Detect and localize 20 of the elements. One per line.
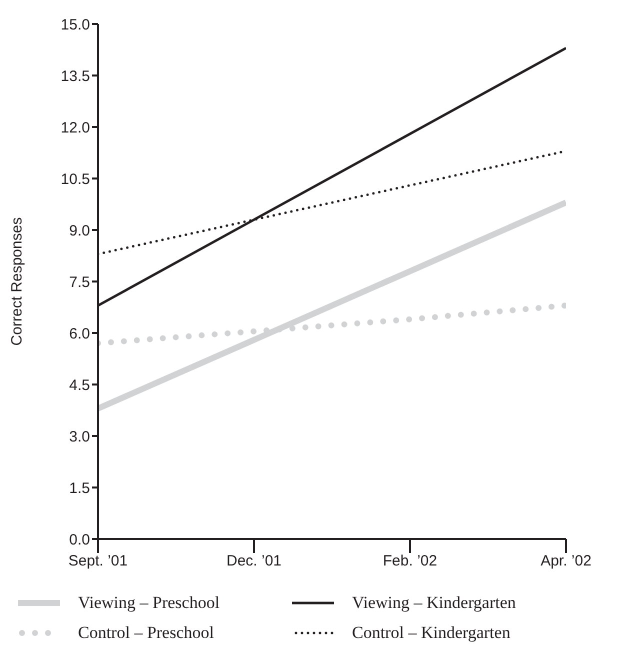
y-tick-label: 13.5 <box>60 68 90 85</box>
legend-label: Control – Kindergarten <box>352 623 510 643</box>
y-tick-label: 4.5 <box>69 376 90 394</box>
y-tick-label: 12.0 <box>60 119 90 136</box>
y-tick-label: 1.5 <box>69 480 90 497</box>
y-tick-label: 9.0 <box>69 222 90 240</box>
x-tick-label: Dec. ’01 <box>226 552 282 570</box>
y-axis-title: Correct Responses <box>8 217 26 346</box>
y-tick-label: 10.5 <box>60 170 90 188</box>
x-tick-label: Feb. ’02 <box>382 552 438 570</box>
y-tick-label: 15.0 <box>60 16 90 34</box>
legend-label: Control – Preschool <box>78 623 214 643</box>
legend-label: Viewing – Kindergarten <box>352 593 516 613</box>
y-tick-label: 0.0 <box>69 531 90 548</box>
x-tick-label: Sept. ’01 <box>68 552 128 570</box>
y-tick-label: 6.0 <box>69 325 90 342</box>
y-tick-label: 7.5 <box>69 274 90 291</box>
x-tick-label: Apr. ’02 <box>540 552 592 570</box>
y-tick-label: 3.0 <box>69 428 90 446</box>
legend-label: Viewing – Preschool <box>78 593 220 613</box>
